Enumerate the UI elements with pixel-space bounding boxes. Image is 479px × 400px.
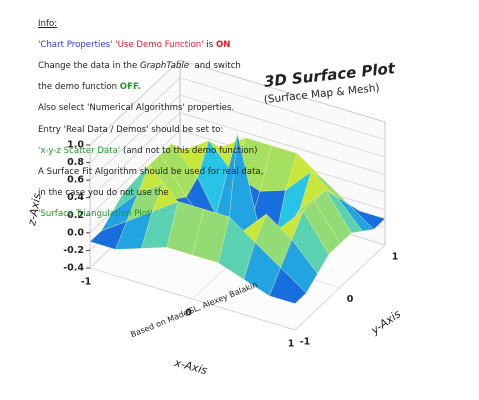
info-text: A Surface Fit Algorithm should be used f… bbox=[38, 166, 264, 177]
z-tick-label: 0.4 bbox=[67, 192, 84, 203]
info-line: the demo function OFF. bbox=[38, 82, 263, 93]
surface-patch bbox=[269, 267, 307, 304]
y-tick-label: 0 bbox=[347, 294, 354, 305]
x-tick-label: 0 bbox=[185, 308, 192, 319]
z-tick-label: -0.2 bbox=[63, 245, 84, 256]
info-line: 'x-y-z Scatter Data' (and not to this de… bbox=[38, 146, 263, 157]
info-text: is bbox=[203, 39, 216, 50]
y-axis-label: y-Axis bbox=[368, 307, 403, 337]
grid-line bbox=[89, 94, 386, 181]
grid-line bbox=[89, 112, 386, 198]
info-line: 'Chart Properties' 'Use Demo Function' i… bbox=[38, 40, 263, 51]
info-heading: Info: bbox=[38, 18, 58, 29]
z-axis-label: z-Axis bbox=[25, 192, 44, 228]
info-text: 'Surface Triangulation Plot' bbox=[38, 209, 153, 220]
info-text: ON bbox=[215, 39, 231, 50]
y-tick-label: 1 bbox=[392, 252, 399, 263]
grid-line bbox=[89, 267, 296, 331]
z-tick-label: 0.0 bbox=[67, 227, 84, 238]
x-tick-label: -1 bbox=[81, 277, 92, 288]
info-text: OFF. bbox=[119, 82, 141, 93]
info-text: 'Chart Properties' bbox=[38, 39, 113, 50]
info-text: Also select 'Numerical Algorithms' prope… bbox=[38, 103, 235, 114]
info-text: Change the data in the bbox=[38, 60, 140, 71]
info-line: in the case you do not use the bbox=[38, 188, 263, 199]
z-tick-label: 0.2 bbox=[67, 210, 84, 221]
z-tick-label: 1.0 bbox=[67, 140, 84, 151]
z-tick-label: 0.8 bbox=[67, 157, 84, 168]
grid-line bbox=[89, 129, 386, 216]
z-tick-label: 0.6 bbox=[67, 175, 84, 186]
info-line: Entry 'Real Data / Demos' should be set … bbox=[38, 125, 263, 136]
info-text: 'Use Demo Function' bbox=[115, 39, 204, 50]
info-text: 'x-y-z Scatter Data' bbox=[38, 145, 121, 156]
info-box: Info: 'Chart Properties' 'Use Demo Funct… bbox=[38, 8, 263, 230]
x-axis-label: x-Axis bbox=[172, 356, 209, 378]
info-text: in the case you do not use the bbox=[38, 188, 169, 199]
info-text: and switch bbox=[189, 60, 241, 71]
grid-line bbox=[89, 59, 386, 146]
y-tick-label: -1 bbox=[300, 337, 311, 348]
info-text: the demo function bbox=[38, 82, 120, 93]
info-line: Also select 'Numerical Algorithms' prope… bbox=[38, 103, 263, 114]
info-text: GraphTable bbox=[139, 60, 190, 71]
info-line: Change the data in the GraphTable and sw… bbox=[38, 61, 263, 72]
grid-line bbox=[89, 77, 386, 163]
z-tick-label: -0.4 bbox=[63, 263, 84, 274]
x-tick-label: 1 bbox=[288, 339, 295, 350]
info-text: Entry 'Real Data / Demos' should be set … bbox=[38, 124, 224, 135]
info-line: A Surface Fit Algorithm should be used f… bbox=[38, 167, 263, 178]
info-line: 'Surface Triangulation Plot' bbox=[38, 209, 263, 220]
info-text: (and not to this demo function) bbox=[120, 145, 258, 156]
